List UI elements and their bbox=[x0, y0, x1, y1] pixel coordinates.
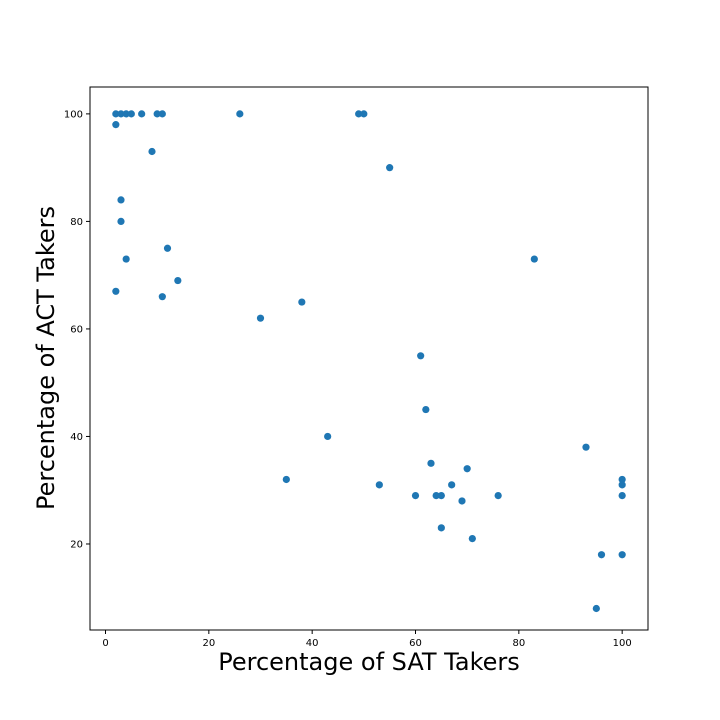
data-point bbox=[386, 164, 394, 172]
data-point bbox=[618, 551, 626, 559]
data-point bbox=[411, 491, 420, 500]
x-tick-label: 40 bbox=[306, 638, 319, 649]
data-point bbox=[112, 121, 120, 129]
data-point bbox=[592, 604, 600, 613]
data-point bbox=[618, 481, 626, 489]
data-point bbox=[427, 459, 435, 467]
data-point bbox=[360, 110, 368, 118]
data-point bbox=[494, 491, 502, 500]
data-point bbox=[122, 255, 130, 263]
plot-frame bbox=[89, 86, 649, 631]
x-tick-label: 20 bbox=[202, 638, 215, 649]
y-tick-label: 60 bbox=[70, 324, 83, 335]
data-point bbox=[117, 217, 125, 226]
y-axis-label: Percentage of ACT Takers bbox=[32, 206, 60, 510]
data-point bbox=[112, 287, 120, 295]
data-point bbox=[256, 314, 265, 322]
x-tick-label: 60 bbox=[409, 638, 422, 649]
y-tick-label: 80 bbox=[70, 217, 83, 228]
data-point bbox=[458, 497, 466, 505]
data-point bbox=[618, 475, 626, 484]
data-point bbox=[148, 147, 156, 156]
data-point bbox=[375, 481, 383, 489]
data-point bbox=[463, 465, 471, 473]
y-tick-label: 20 bbox=[70, 539, 83, 550]
data-points bbox=[112, 110, 626, 613]
data-point bbox=[138, 110, 146, 118]
data-point bbox=[127, 110, 135, 118]
data-point bbox=[158, 293, 166, 301]
data-point bbox=[163, 244, 172, 252]
data-point bbox=[122, 110, 130, 118]
data-point bbox=[158, 110, 166, 118]
data-point bbox=[432, 491, 440, 500]
x-tick-label: 100 bbox=[613, 638, 632, 649]
data-point bbox=[112, 110, 120, 118]
data-point bbox=[282, 475, 290, 484]
data-point bbox=[597, 551, 606, 559]
data-point bbox=[153, 110, 161, 118]
y-tick-label: 100 bbox=[64, 109, 83, 120]
data-point bbox=[117, 196, 125, 204]
data-point bbox=[530, 255, 538, 263]
x-axis: 0 20 40 60 80 100 bbox=[102, 630, 632, 649]
data-point bbox=[324, 432, 332, 441]
data-point bbox=[417, 352, 425, 360]
y-axis: 20 40 60 80 100 bbox=[64, 109, 90, 550]
data-point bbox=[437, 491, 445, 500]
data-point bbox=[355, 110, 363, 118]
data-point bbox=[448, 481, 456, 489]
data-point bbox=[437, 524, 445, 532]
x-tick-label: 80 bbox=[512, 638, 525, 649]
data-point bbox=[582, 443, 590, 451]
data-point bbox=[468, 535, 476, 543]
data-point bbox=[618, 491, 626, 500]
data-point bbox=[298, 298, 306, 306]
data-point bbox=[422, 405, 430, 414]
y-tick-label: 40 bbox=[70, 432, 83, 443]
data-point bbox=[174, 276, 182, 285]
data-point bbox=[236, 110, 244, 118]
x-axis-label: Percentage of SAT Takers bbox=[218, 648, 520, 676]
data-point bbox=[117, 110, 125, 118]
x-tick-label: 0 bbox=[102, 638, 108, 649]
